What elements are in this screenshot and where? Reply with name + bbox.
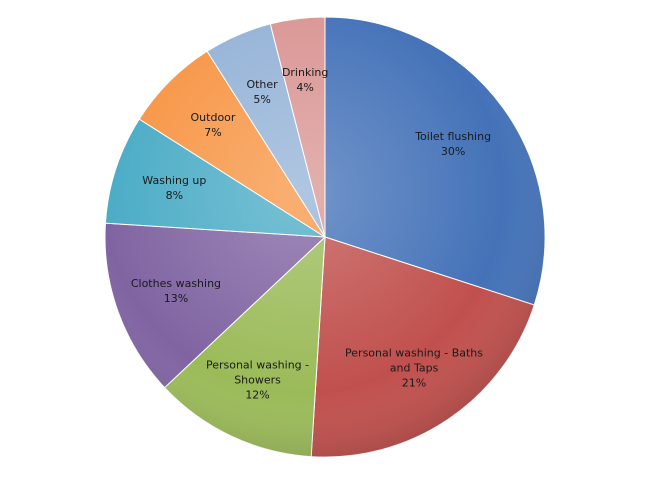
slice-name: Washing up bbox=[142, 174, 207, 188]
slice-name: Other bbox=[246, 77, 278, 91]
slice-name: Clothes washing bbox=[130, 276, 222, 290]
slice-label: Personal washing - Showers 12% bbox=[188, 358, 328, 403]
slice-name: Drinking bbox=[281, 65, 329, 79]
slice-name: Personal washing - Baths and Taps bbox=[345, 346, 484, 375]
slice-label: Personal washing - Baths and Taps 21% bbox=[344, 346, 484, 391]
slice-value: 8% bbox=[165, 189, 184, 203]
slice-label: Other 5% bbox=[187, 77, 337, 107]
slice-label: Washing up 8% bbox=[99, 173, 249, 203]
slice-value: 12% bbox=[245, 388, 270, 402]
slice-name: Outdoor bbox=[190, 110, 236, 124]
slice-value: 7% bbox=[204, 125, 222, 139]
slice-value: 13% bbox=[163, 291, 189, 305]
slice-value: 5% bbox=[253, 92, 271, 106]
slice-label: Outdoor 7% bbox=[138, 110, 288, 140]
slice-label: Clothes washing 13% bbox=[101, 276, 251, 306]
slice-value: 30% bbox=[440, 144, 466, 158]
slice-label: Drinking 4% bbox=[230, 65, 380, 95]
slice-name: Toilet flushing bbox=[415, 129, 492, 143]
slice-value: 21% bbox=[401, 376, 427, 390]
slice-value: 4% bbox=[296, 80, 314, 94]
slice-name: Personal washing - Showers bbox=[205, 358, 310, 387]
slice-label: Toilet flushing 30% bbox=[378, 129, 528, 159]
